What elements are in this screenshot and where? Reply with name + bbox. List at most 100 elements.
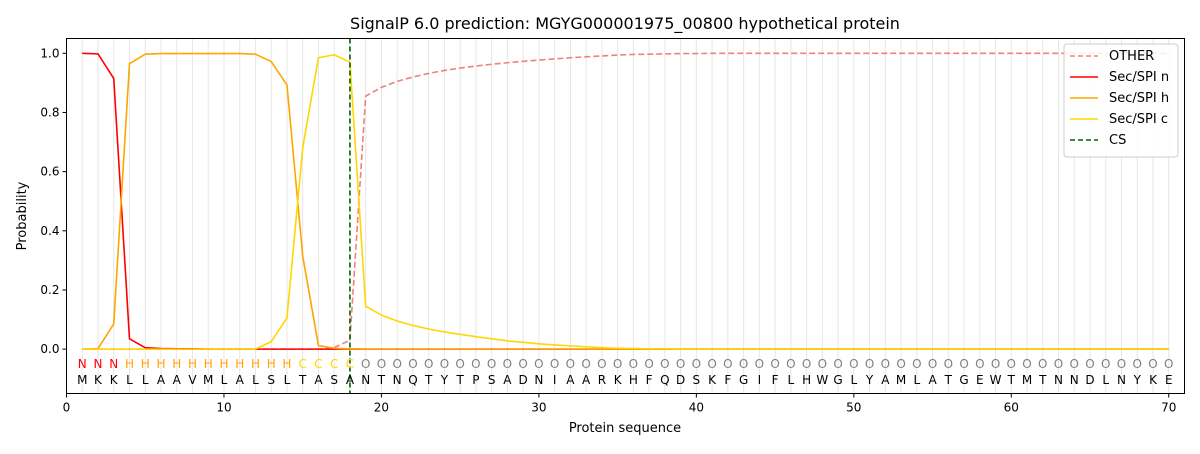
region-label: O	[802, 357, 811, 371]
residue-label: L	[126, 373, 133, 387]
residue-label: S	[693, 373, 701, 387]
region-label: H	[141, 357, 150, 371]
residue-label: R	[598, 373, 606, 387]
residue-label: E	[976, 373, 984, 387]
residue-label: A	[346, 373, 355, 387]
residue-label: N	[1117, 373, 1126, 387]
residue-label: K	[708, 373, 717, 387]
region-label: O	[1007, 357, 1016, 371]
region-label: C	[299, 357, 307, 371]
plot-frame	[66, 38, 1185, 394]
legend-label: CS	[1109, 133, 1126, 148]
residue-label: T	[377, 373, 386, 387]
region-label: O	[818, 357, 827, 371]
residue-label: N	[1070, 373, 1079, 387]
residue-label: G	[959, 373, 968, 387]
residue-label: L	[252, 373, 259, 387]
residue-label: T	[1038, 373, 1047, 387]
residue-label: E	[1165, 373, 1173, 387]
legend-label: Sec/SPI n	[1109, 70, 1169, 85]
x-axis-label: Protein sequence	[569, 421, 681, 436]
residue-label: A	[173, 373, 182, 387]
x-tick-label: 50	[846, 401, 861, 415]
x-tick-label: 70	[1161, 401, 1176, 415]
region-label: O	[361, 357, 370, 371]
y-tick-label: 1.0	[40, 46, 59, 60]
region-label: C	[346, 357, 354, 371]
residue-label: A	[582, 373, 591, 387]
residue-label: Q	[660, 373, 669, 387]
residue-label: L	[221, 373, 228, 387]
residue-label: D	[519, 373, 528, 387]
region-label: N	[109, 357, 118, 371]
residue-label: F	[724, 373, 731, 387]
region-label: O	[881, 357, 890, 371]
residue-label: A	[928, 373, 937, 387]
region-label: O	[424, 357, 433, 371]
residue-label: N	[361, 373, 370, 387]
region-label: O	[660, 357, 669, 371]
region-label: O	[629, 357, 638, 371]
region-label: O	[581, 357, 590, 371]
residue-label: A	[503, 373, 512, 387]
region-label: O	[534, 357, 543, 371]
region-label: O	[912, 357, 921, 371]
axis-layer: 0 10 20 30 40 50 60 70 0.0 0.2 0.4 0.6 0.8 1.0	[40, 46, 1176, 414]
residue-label: Y	[440, 373, 449, 387]
region-label: O	[1022, 357, 1031, 371]
region-label: O	[1038, 357, 1047, 371]
residue-label: T	[455, 373, 464, 387]
y-tick-label: 0.2	[40, 283, 59, 297]
y-axis-label: Probability	[15, 181, 30, 250]
residue-label: A	[236, 373, 245, 387]
region-label: O	[1148, 357, 1157, 371]
region-label: O	[613, 357, 622, 371]
region-label: O	[739, 357, 748, 371]
region-label: O	[440, 357, 449, 371]
region-label: O	[455, 357, 464, 371]
y-tick-label: 0.8	[40, 105, 59, 119]
y-tick-label: 0.4	[40, 224, 59, 238]
residue-label: M	[1022, 373, 1032, 387]
residue-label: K	[1149, 373, 1158, 387]
residue-label: T	[298, 373, 307, 387]
legend-label: Sec/SPI h	[1109, 91, 1169, 106]
residue-label: M	[77, 373, 87, 387]
region-label: C	[330, 357, 338, 371]
x-tick-label: 0	[63, 401, 71, 415]
region-label: H	[204, 357, 213, 371]
residue-label: I	[758, 373, 762, 387]
region-label: O	[487, 357, 496, 371]
residue-label: A	[157, 373, 166, 387]
series-line-3	[82, 53, 1169, 350]
residue-label: W	[990, 373, 1002, 387]
residue-label: A	[314, 373, 323, 387]
series-layer	[82, 38, 1169, 394]
region-label: O	[644, 357, 653, 371]
series-line-0	[82, 52, 1169, 350]
legend: OTHER Sec/SPI n Sec/SPI h Sec/SPI c CS	[1063, 43, 1179, 158]
residue-label: K	[110, 373, 119, 387]
residue-label: M	[203, 373, 213, 387]
region-label: O	[959, 357, 968, 371]
region-label: O	[1133, 357, 1142, 371]
region-label: O	[1164, 357, 1173, 371]
residue-label: F	[772, 373, 779, 387]
residue-label: T	[424, 373, 433, 387]
residue-label: N	[393, 373, 402, 387]
x-tick-label: 60	[1004, 401, 1019, 415]
residue-label: L	[787, 373, 794, 387]
y-tick-label: 0.0	[40, 342, 59, 356]
region-label: O	[1070, 357, 1079, 371]
region-label: H	[267, 357, 276, 371]
residue-label: I	[553, 373, 557, 387]
residue-label: T	[1007, 373, 1016, 387]
residue-label: Q	[408, 373, 417, 387]
residue-label: L	[913, 373, 920, 387]
region-label: O	[566, 357, 575, 371]
residue-label: L	[850, 373, 857, 387]
region-label: H	[156, 357, 165, 371]
residue-label: Y	[865, 373, 874, 387]
residue-label: M	[896, 373, 906, 387]
